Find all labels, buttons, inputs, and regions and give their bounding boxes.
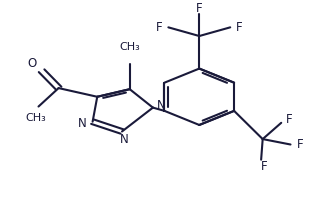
Text: F: F <box>286 113 292 126</box>
Text: CH₃: CH₃ <box>25 113 46 123</box>
Text: N: N <box>120 133 129 146</box>
Text: F: F <box>236 21 243 34</box>
Text: F: F <box>261 160 268 173</box>
Text: F: F <box>156 21 163 34</box>
Text: F: F <box>296 138 303 151</box>
Text: O: O <box>28 57 37 70</box>
Text: F: F <box>196 2 202 15</box>
Text: N: N <box>77 117 86 130</box>
Text: N: N <box>157 99 166 112</box>
Text: CH₃: CH₃ <box>119 42 140 52</box>
